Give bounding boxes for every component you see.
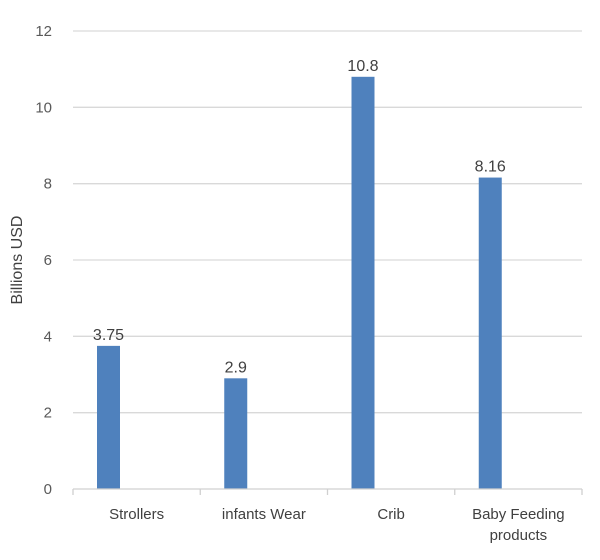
gridlines [73,30,582,414]
data-label: 10.8 [347,58,378,75]
category-label: Strollers [109,506,164,523]
y-tick-label: 0 [44,481,52,498]
data-labels: 3.75 2.9 10.8 8.16 [93,58,506,377]
y-tick-label: 4 [44,328,52,345]
category-labels: Strollers infants Wear Crib Baby Feeding pro… [109,506,565,544]
bar [478,177,502,489]
y-tick-label: 10 [35,99,52,116]
y-axis-label: Billions USD [9,216,26,305]
y-tick-label: 12 [35,23,52,40]
category-label: products [490,527,548,544]
y-axis-ticks: 0 2 4 6 8 10 12 [35,23,52,498]
y-tick-label: 6 [44,252,52,269]
category-label: infants Wear [222,506,306,523]
bar [351,76,375,490]
category-label: Crib [377,506,405,523]
data-label: 2.9 [225,359,247,376]
data-label: 8.16 [475,159,506,176]
data-label: 3.75 [93,327,124,344]
category-label: Baby Feeding [472,506,565,523]
x-axis [72,488,583,495]
y-tick-label: 2 [44,405,52,422]
bar [224,378,248,489]
bars [97,76,502,490]
bar [97,345,120,489]
y-tick-label: 8 [44,176,52,193]
